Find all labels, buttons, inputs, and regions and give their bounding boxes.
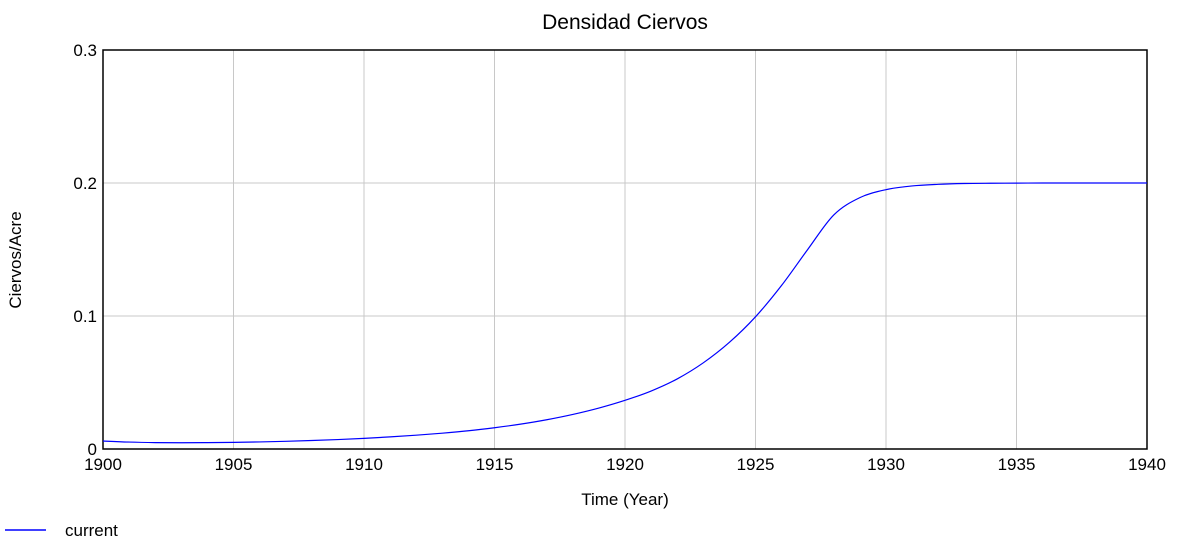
y-tick-label: 0.1 bbox=[73, 307, 97, 326]
series-layer bbox=[102, 182, 1147, 444]
x-tick-label: 1930 bbox=[867, 455, 905, 474]
x-tick-label: 1940 bbox=[1128, 455, 1166, 474]
x-tick-label: 1935 bbox=[998, 455, 1036, 474]
y-tick-label: 0 bbox=[88, 440, 97, 459]
x-tick-label: 1920 bbox=[606, 455, 644, 474]
gridlines bbox=[103, 50, 1147, 449]
x-tick-label: 1925 bbox=[737, 455, 775, 474]
y-axis-ticks: 0 0.1 0.2 0.3 bbox=[73, 41, 97, 459]
y-tick-label: 0.3 bbox=[73, 41, 97, 60]
chart-title: Densidad Ciervos bbox=[542, 11, 708, 34]
x-tick-label: 1905 bbox=[215, 455, 253, 474]
plot-area-frame bbox=[102, 49, 1148, 450]
x-tick-label: 1910 bbox=[345, 455, 383, 474]
x-tick-label: 1900 bbox=[84, 455, 122, 474]
series-line-current bbox=[102, 182, 1147, 444]
x-tick-label: 1915 bbox=[476, 455, 514, 474]
legend-label-current: current bbox=[65, 521, 118, 540]
y-tick-label: 0.2 bbox=[73, 174, 97, 193]
legend: current bbox=[5, 521, 118, 540]
x-axis-title: Time (Year) bbox=[581, 490, 669, 509]
y-axis-title: Ciervos/Acre bbox=[6, 211, 25, 308]
x-axis-ticks: 1900 1905 1910 1915 1920 1925 1930 1935 1940 bbox=[84, 455, 1166, 474]
